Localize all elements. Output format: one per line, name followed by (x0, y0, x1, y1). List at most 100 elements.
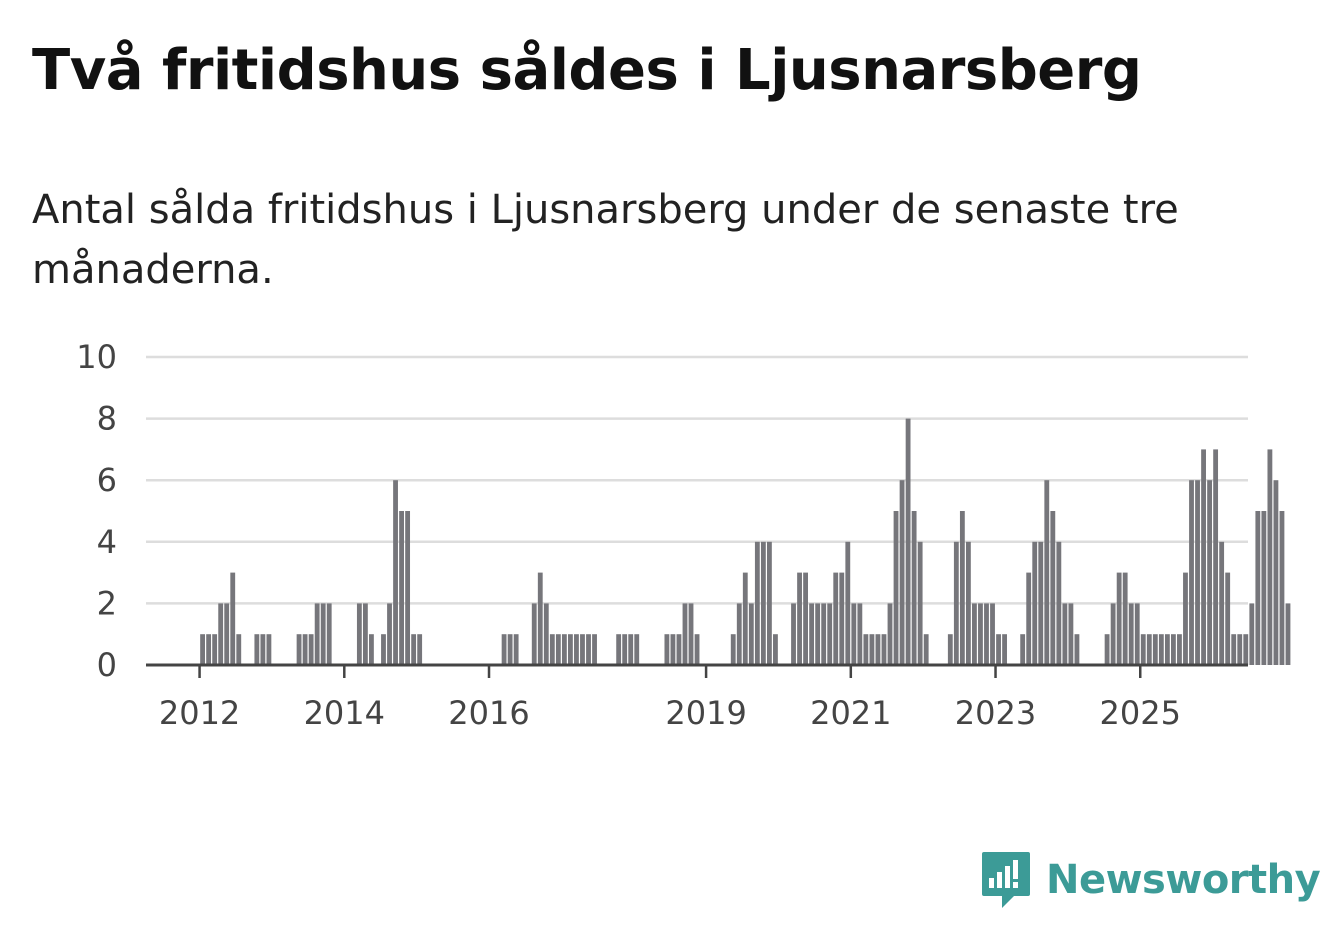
bar (863, 634, 869, 665)
bar (754, 541, 760, 665)
x-tick-label: 2021 (810, 694, 891, 732)
bar (1104, 634, 1110, 665)
bar (1171, 634, 1176, 665)
bar (296, 634, 302, 665)
bar (730, 634, 736, 665)
bar (393, 480, 398, 665)
bar (815, 603, 821, 665)
bar (972, 603, 977, 665)
bar (513, 634, 519, 665)
bar (212, 634, 218, 665)
bar (399, 511, 404, 665)
data-label-bg (1317, 558, 1322, 591)
bar (996, 634, 1001, 665)
bar (314, 603, 320, 665)
bar (1273, 480, 1279, 665)
bar (1225, 572, 1231, 665)
bar (899, 480, 905, 665)
bar (1243, 634, 1249, 665)
bar (1183, 572, 1188, 665)
bar (851, 603, 857, 665)
bar (543, 603, 549, 665)
bar (821, 603, 827, 665)
bar (839, 572, 845, 665)
y-tick-label: 6 (97, 461, 117, 499)
bar (845, 541, 851, 665)
bar (568, 634, 573, 665)
bar (887, 603, 893, 665)
bar (1279, 511, 1285, 665)
bar (748, 603, 754, 665)
bars (200, 418, 1291, 665)
x-tick-label: 2012 (159, 694, 240, 732)
bar (1050, 511, 1056, 665)
chart-title: Två fritidshus såldes i Ljusnarsberg (32, 38, 1142, 103)
bar (218, 603, 224, 665)
bar (260, 634, 266, 665)
bar (200, 634, 205, 665)
bar (574, 634, 579, 665)
bar (1261, 511, 1267, 665)
bar (230, 572, 236, 665)
bar (417, 634, 423, 665)
bar (561, 634, 567, 665)
bar (676, 634, 682, 665)
bar (682, 603, 688, 665)
bar (965, 541, 971, 665)
bar (736, 603, 742, 665)
bar (923, 634, 929, 665)
bar (381, 634, 386, 665)
bar (959, 511, 965, 665)
bar (869, 634, 875, 665)
newsworthy-logo-icon (982, 852, 1030, 908)
bar (1056, 541, 1062, 665)
bar (1152, 634, 1158, 665)
bar (224, 603, 230, 665)
bar (1213, 449, 1219, 665)
bar (1128, 603, 1134, 665)
bar (501, 634, 507, 665)
bar (302, 634, 308, 665)
bar (592, 634, 597, 665)
bar (893, 511, 899, 665)
bar (1038, 541, 1044, 665)
bar (387, 603, 392, 665)
bar (362, 603, 368, 665)
bar (984, 603, 989, 665)
y-axis-ticks: 0 2 4 6 8 10 (76, 338, 117, 684)
bar (742, 572, 748, 665)
bar (308, 634, 314, 665)
bar (1062, 603, 1068, 665)
bar (857, 603, 863, 665)
brand-name: Newsworthy (1046, 857, 1321, 903)
bar (1146, 634, 1152, 665)
bar (580, 634, 585, 665)
bar (1044, 480, 1050, 665)
bar (1122, 572, 1128, 665)
bar (254, 634, 260, 665)
gridlines (146, 355, 1248, 605)
bar (320, 603, 326, 665)
bar (694, 634, 700, 665)
bar (1201, 449, 1206, 665)
bar (1207, 480, 1213, 665)
bar (827, 603, 833, 665)
x-tick-label: 2023 (955, 694, 1036, 732)
x-tick-label: 2025 (1100, 694, 1181, 732)
bar (1237, 634, 1243, 665)
bar (236, 634, 242, 665)
bar (670, 634, 676, 665)
bar (326, 603, 332, 665)
bar (953, 541, 959, 665)
bar (1189, 480, 1194, 665)
bar (1219, 541, 1225, 665)
bar (791, 603, 796, 665)
x-tick-label: 2019 (665, 694, 746, 732)
bar (531, 603, 537, 665)
x-tick-label: 2014 (304, 694, 385, 732)
bar (369, 634, 374, 665)
bar (616, 634, 622, 665)
bar (549, 634, 555, 665)
bar (537, 572, 543, 665)
